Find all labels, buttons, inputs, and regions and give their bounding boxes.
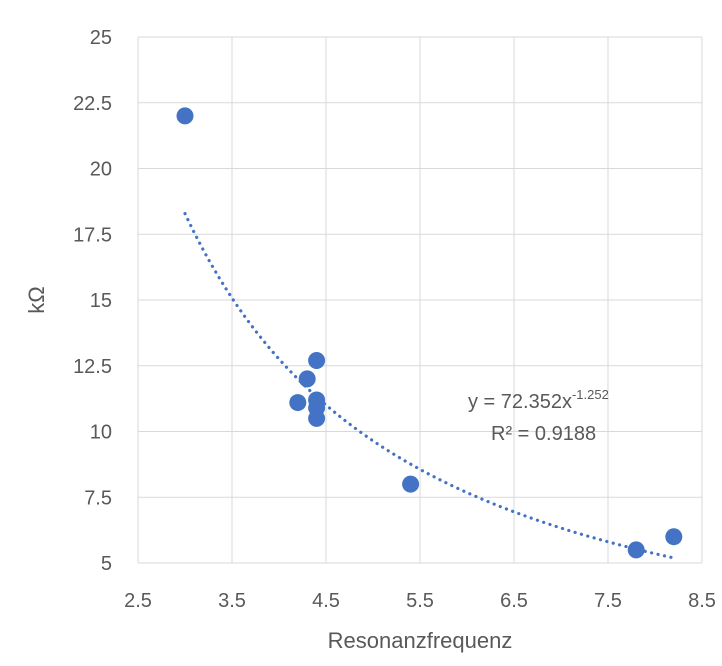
x-tick-labels: 2.5 3.5 4.5 5.5 6.5 7.5 8.5 bbox=[124, 590, 716, 612]
gridlines bbox=[137, 36, 703, 564]
y-tick-label: 5 bbox=[101, 553, 112, 575]
y-tick-label: 15 bbox=[90, 290, 112, 312]
data-point bbox=[289, 394, 307, 412]
data-point bbox=[176, 107, 194, 125]
y-tick-label: 22.5 bbox=[73, 93, 112, 115]
y-tick-label: 10 bbox=[90, 422, 112, 444]
x-tick-label: 3.5 bbox=[218, 590, 246, 612]
x-tick-label: 4.5 bbox=[312, 590, 340, 612]
x-tick-label: 5.5 bbox=[406, 590, 434, 612]
data-point bbox=[665, 528, 683, 546]
trendline-equation-exponent: -1.252 bbox=[572, 387, 609, 402]
x-tick-label: 8.5 bbox=[688, 590, 716, 612]
data-point bbox=[627, 541, 645, 559]
trendline bbox=[183, 212, 676, 560]
x-tick-label: 6.5 bbox=[500, 590, 528, 612]
y-tick-labels: 5 7.5 10 12.5 15 17.5 20 22.5 25 bbox=[73, 27, 112, 575]
x-axis-title: Resonanzfrequenz bbox=[328, 628, 513, 653]
y-tick-label: 7.5 bbox=[84, 487, 112, 509]
y-tick-label: 20 bbox=[90, 159, 112, 181]
trendline-r-squared: R² = 0.9188 bbox=[491, 423, 596, 445]
data-point bbox=[308, 409, 326, 427]
data-points bbox=[176, 107, 683, 559]
data-point bbox=[298, 370, 316, 388]
y-tick-label: 25 bbox=[90, 27, 112, 49]
data-point bbox=[308, 351, 326, 369]
trendline-equation-base: y = 72.352x bbox=[468, 391, 572, 413]
trendline-equation: y = 72.352x-1.252 bbox=[468, 387, 609, 413]
y-tick-label: 17.5 bbox=[73, 224, 112, 246]
x-tick-label: 7.5 bbox=[594, 590, 622, 612]
x-tick-label: 2.5 bbox=[124, 590, 152, 612]
y-axis-title: kΩ bbox=[24, 286, 49, 313]
data-point bbox=[402, 475, 420, 493]
y-tick-label: 12.5 bbox=[73, 356, 112, 378]
